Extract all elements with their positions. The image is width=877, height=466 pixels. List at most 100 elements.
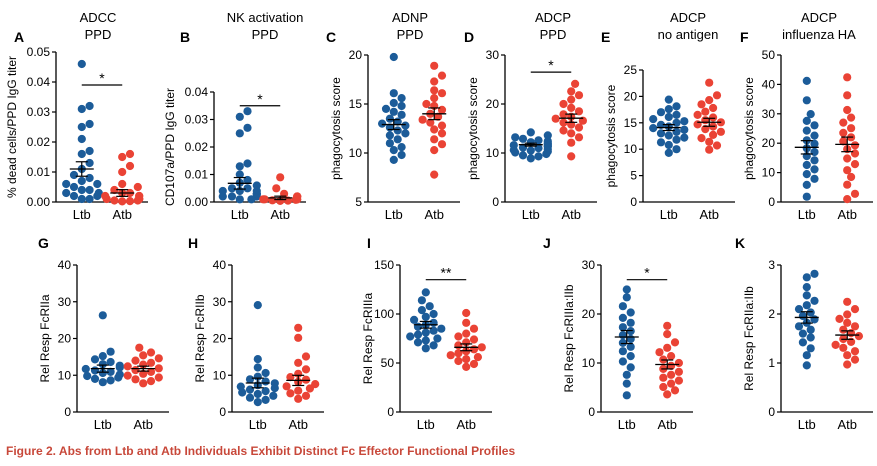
data-point-atb: [705, 78, 714, 87]
data-point-atb: [850, 322, 860, 331]
data-point-ltb: [626, 334, 635, 344]
data-point-atb: [551, 114, 560, 123]
panel-h: H 0 10 20 30 40 Rel Resp FcRIIb Ltb Atb: [188, 235, 324, 432]
data-point-atb: [674, 358, 684, 368]
data-point-ltb: [802, 351, 811, 360]
y-tick-label: 0.04: [27, 75, 51, 89]
data-point-ltb: [77, 104, 86, 114]
panel-letter: A: [14, 29, 24, 45]
data-point-atb: [454, 332, 463, 341]
data-point-ltb: [106, 376, 115, 385]
data-point-atb: [559, 99, 568, 109]
panel-j: J 0 10 20 30 Rel Resp FcRIIIa:IIb Ltb Atb *: [543, 235, 693, 432]
data-point-ltb: [664, 95, 673, 104]
panel-a: A ADCC PPD 0.00 0.01 0.02 0.03 0.04 0.05 % dead c…: [5, 10, 148, 222]
data-point-ltb: [389, 52, 398, 62]
data-point-ltb: [106, 367, 115, 376]
data-point-ltb: [227, 192, 237, 201]
x-tick-label: Ltb: [522, 207, 540, 222]
data-point-ltb: [77, 176, 86, 186]
data-point-ltb: [802, 76, 811, 85]
x-tick-label: Atb: [424, 207, 444, 222]
y-tick-label: 10: [486, 146, 500, 160]
data-point-ltb: [94, 188, 103, 198]
data-point-ltb: [802, 126, 811, 135]
data-point-atb: [839, 137, 848, 146]
y-tick-label: 0.02: [27, 135, 51, 149]
data-point-ltb: [245, 393, 255, 402]
data-point-atb: [294, 386, 303, 395]
data-point-ltb: [85, 194, 94, 204]
data-point-atb: [301, 352, 311, 361]
data-point-ltb: [253, 355, 262, 364]
data-point-atb: [131, 366, 140, 375]
data-point-ltb: [421, 336, 430, 345]
data-point-atb: [839, 325, 848, 334]
significance-label: *: [644, 265, 650, 281]
data-point-atb: [118, 152, 127, 162]
data-point-atb: [839, 118, 848, 127]
data-point-atb: [716, 127, 726, 136]
x-tick-label: Atb: [456, 417, 476, 432]
data-point-ltb: [810, 174, 819, 183]
data-point-ltb: [509, 141, 518, 150]
panel-title-line: NK activation: [227, 10, 304, 25]
data-point-atb: [293, 192, 302, 201]
x-tick-label: Ltb: [798, 417, 816, 432]
data-point-ltb: [389, 98, 398, 108]
data-point-atb: [709, 103, 718, 113]
y-axis-label: phagocytosis score: [329, 77, 343, 180]
data-point-ltb: [236, 382, 245, 391]
x-tick-label: Atb: [288, 417, 308, 432]
y-tick-label: 0.00: [27, 195, 51, 209]
significance-label: *: [548, 57, 554, 73]
data-point-atb: [843, 166, 852, 175]
x-tick-label: Ltb: [385, 207, 403, 222]
data-point-ltb: [664, 140, 673, 150]
data-point-atb: [311, 380, 320, 389]
y-axis-label: CD107a/PPD IgG titer: [163, 88, 177, 206]
data-point-atb: [705, 96, 714, 105]
y-tick-label: 2: [768, 307, 775, 321]
figure-caption: Figure 2. Abs from Ltb and Atb Individua…: [6, 444, 516, 458]
data-point-atb: [454, 356, 463, 366]
data-point-ltb: [798, 311, 808, 321]
y-tick-label: 10: [624, 142, 638, 156]
data-point-ltb: [672, 145, 681, 154]
x-tick-label: Atb: [270, 207, 290, 222]
data-point-ltb: [77, 185, 86, 195]
y-tick-label: 10: [582, 356, 596, 370]
data-point-atb: [843, 351, 852, 360]
data-point-ltb: [622, 370, 631, 379]
data-point-ltb: [389, 155, 398, 164]
y-axis-label: Rel Resp FcRIIa: [38, 294, 52, 382]
data-point-atb: [847, 124, 856, 133]
data-point-atb: [574, 107, 584, 116]
data-point-atb: [574, 91, 584, 100]
data-point-ltb: [393, 126, 402, 135]
data-point-atb: [674, 376, 684, 385]
data-point-atb: [462, 318, 471, 327]
data-point-atb: [712, 91, 722, 100]
data-point-ltb: [664, 105, 673, 114]
data-point-ltb: [810, 131, 819, 140]
data-point-ltb: [810, 315, 819, 324]
data-point-ltb: [656, 108, 666, 117]
data-point-atb: [709, 113, 718, 122]
y-tick-label: 10: [762, 166, 776, 180]
data-point-atb: [574, 133, 584, 142]
data-point-ltb: [511, 133, 520, 142]
data-point-atb: [567, 87, 576, 96]
data-point-atb: [294, 394, 303, 403]
y-tick-label: 40: [58, 258, 72, 272]
data-point-ltb: [798, 338, 808, 347]
y-tick-label: 20: [58, 332, 72, 346]
data-point-atb: [437, 121, 447, 130]
data-point-ltb: [622, 379, 631, 388]
data-point-atb: [131, 356, 140, 365]
data-point-atb: [462, 355, 471, 364]
data-point-ltb: [798, 329, 808, 338]
data-point-ltb: [806, 333, 815, 342]
data-point-atb: [462, 362, 471, 371]
